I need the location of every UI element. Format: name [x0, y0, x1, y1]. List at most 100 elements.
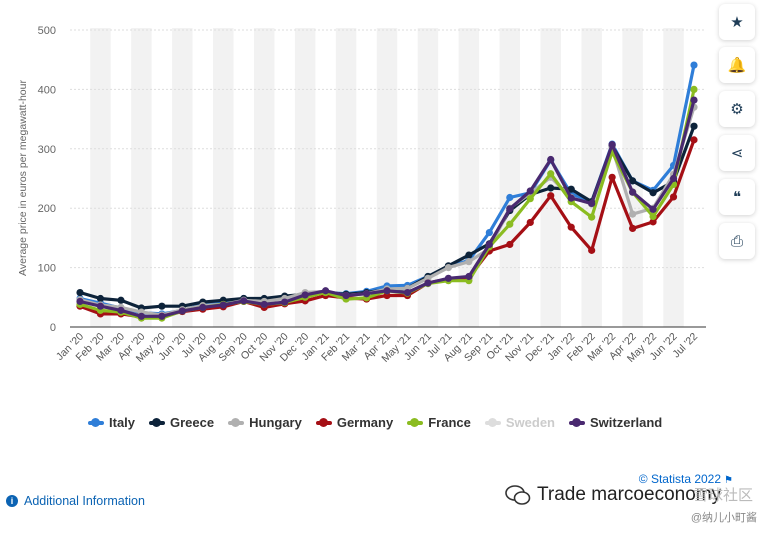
data-point-switzerland[interactable]: [281, 298, 289, 306]
data-point-france[interactable]: [649, 212, 657, 221]
data-point-switzerland[interactable]: [424, 279, 432, 287]
legend-item-greece[interactable]: Greece: [149, 415, 214, 430]
data-point-switzerland[interactable]: [383, 287, 391, 295]
data-point-germany[interactable]: [629, 224, 637, 232]
legend-item-sweden[interactable]: Sweden: [484, 415, 555, 430]
data-point-switzerland[interactable]: [301, 291, 309, 299]
data-point-hungary[interactable]: [629, 210, 637, 218]
legend-label: Sweden: [505, 415, 555, 430]
plot-band: [376, 28, 398, 327]
data-point-germany[interactable]: [588, 246, 596, 254]
data-point-germany[interactable]: [567, 223, 575, 231]
data-point-switzerland[interactable]: [567, 194, 575, 202]
legend-swatch-icon: [149, 417, 166, 427]
gear-icon: ⚙: [730, 101, 744, 118]
data-point-france[interactable]: [690, 85, 698, 93]
data-point-switzerland[interactable]: [342, 291, 350, 300]
data-point-greece[interactable]: [117, 296, 125, 304]
data-point-greece[interactable]: [76, 288, 84, 297]
data-point-switzerland[interactable]: [158, 312, 166, 320]
data-point-france[interactable]: [526, 195, 534, 203]
data-point-greece[interactable]: [465, 251, 473, 259]
data-point-hungary[interactable]: [444, 264, 452, 272]
data-point-germany[interactable]: [690, 136, 698, 144]
data-point-italy[interactable]: [690, 61, 698, 69]
data-point-germany[interactable]: [608, 173, 616, 181]
data-point-greece[interactable]: [567, 185, 575, 193]
data-point-switzerland[interactable]: [669, 174, 678, 183]
data-point-france[interactable]: [588, 213, 596, 221]
data-point-switzerland[interactable]: [403, 288, 412, 297]
data-point-hungary[interactable]: [465, 258, 473, 266]
data-point-switzerland[interactable]: [588, 199, 596, 208]
plot-band: [213, 28, 234, 327]
plot-band: [131, 28, 152, 327]
data-point-germany[interactable]: [547, 192, 555, 200]
data-point-germany[interactable]: [649, 218, 657, 226]
data-point-switzerland[interactable]: [322, 287, 330, 295]
legend-label: Italy: [109, 415, 136, 430]
data-point-germany[interactable]: [506, 240, 514, 249]
data-point-switzerland[interactable]: [690, 96, 698, 104]
plot-band: [90, 28, 111, 327]
data-point-switzerland[interactable]: [178, 307, 186, 315]
data-point-switzerland[interactable]: [117, 306, 125, 314]
data-point-switzerland[interactable]: [465, 272, 473, 281]
quote-button[interactable]: ❝: [719, 179, 755, 215]
data-point-switzerland[interactable]: [608, 141, 616, 149]
data-point-greece[interactable]: [158, 302, 166, 310]
data-point-greece[interactable]: [547, 184, 555, 192]
share-button[interactable]: ⋖: [719, 135, 755, 171]
data-point-switzerland[interactable]: [649, 205, 657, 213]
legend-item-italy[interactable]: Italy: [88, 415, 135, 430]
bell-button[interactable]: 🔔: [719, 47, 755, 83]
star-button[interactable]: ★: [719, 4, 755, 40]
data-point-switzerland[interactable]: [219, 301, 227, 309]
data-point-switzerland[interactable]: [137, 312, 145, 320]
y-tick-label: 500: [38, 25, 56, 37]
data-point-switzerland[interactable]: [526, 187, 534, 195]
data-point-greece[interactable]: [690, 122, 698, 130]
data-point-france[interactable]: [506, 220, 514, 228]
data-point-switzerland[interactable]: [96, 302, 105, 310]
legend-label: Switzerland: [589, 415, 663, 430]
data-point-greece[interactable]: [96, 294, 105, 303]
y-tick-label: 300: [38, 144, 56, 156]
plot-band: [581, 28, 602, 327]
legend-item-switzerland[interactable]: Switzerland: [568, 415, 663, 430]
data-point-switzerland[interactable]: [629, 188, 637, 196]
gear-button[interactable]: ⚙: [719, 91, 755, 127]
series-switzerland[interactable]: [76, 96, 698, 320]
data-point-germany[interactable]: [669, 193, 678, 201]
data-point-switzerland[interactable]: [260, 300, 268, 309]
quote-icon: ❝: [732, 189, 742, 206]
legend-item-germany[interactable]: Germany: [315, 415, 393, 430]
y-tick-label: 100: [38, 263, 56, 275]
data-point-switzerland[interactable]: [76, 297, 84, 306]
data-point-switzerland[interactable]: [506, 205, 514, 213]
legend-label: Hungary: [249, 415, 302, 430]
data-point-switzerland[interactable]: [362, 290, 371, 298]
data-point-greece[interactable]: [649, 189, 657, 197]
print-button[interactable]: ⎙: [719, 223, 755, 259]
data-point-italy[interactable]: [485, 228, 493, 237]
data-point-switzerland[interactable]: [199, 303, 207, 311]
data-point-switzerland[interactable]: [240, 297, 248, 305]
legend-item-hungary[interactable]: Hungary: [228, 415, 302, 430]
chart-background-bands: [90, 28, 684, 327]
data-point-switzerland[interactable]: [547, 155, 555, 164]
data-point-france[interactable]: [547, 170, 555, 178]
y-axis-ticks: 0 100 200 300 400 500: [38, 25, 56, 334]
data-point-germany[interactable]: [526, 218, 534, 227]
additional-information-label: Additional Information: [24, 494, 145, 508]
statista-credit[interactable]: © Statista 2022 ⚑: [639, 472, 733, 486]
data-point-switzerland[interactable]: [485, 240, 493, 249]
data-point-italy[interactable]: [506, 193, 514, 202]
data-point-switzerland[interactable]: [444, 274, 452, 282]
legend-item-france[interactable]: France: [407, 415, 471, 430]
data-point-greece[interactable]: [629, 177, 637, 185]
additional-information-link[interactable]: i Additional Information: [6, 494, 145, 508]
chart-legend: Italy Greece Hungary Germany France Sweden Swi…: [88, 415, 662, 430]
